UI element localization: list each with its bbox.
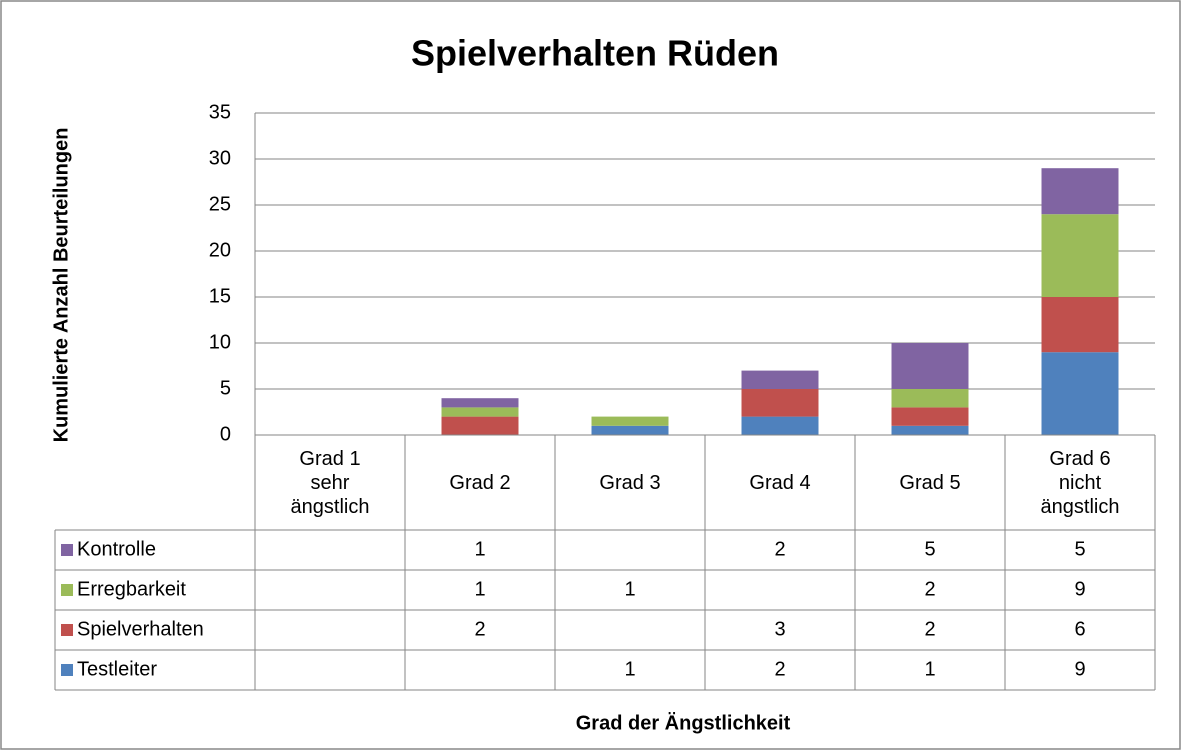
bar-segment [891,343,969,389]
y-tick-label: 25 [209,193,231,215]
x-axis-title: Grad der Ängstlichkeit [576,711,791,734]
bar-segment [441,407,519,417]
table-value: 1 [624,658,635,680]
table-value: 1 [924,658,935,680]
y-tick-label: 15 [209,285,231,307]
bar-segment [891,425,969,435]
table-value: 1 [474,538,485,560]
bar-segment [1041,168,1119,215]
bar-segment [741,416,819,435]
table-value: 1 [624,578,635,600]
bar-segment [441,416,519,435]
y-tick-label: 5 [220,377,231,399]
x-tick-label: Grad 2 [449,471,511,494]
bar-segment [591,425,669,435]
table-value: 9 [1074,658,1085,680]
y-tick-label: 10 [209,331,231,353]
legend-swatch [61,544,73,556]
table-value: 2 [924,618,935,640]
legend-label: Spielverhalten [77,618,204,640]
bar-segment [891,407,969,426]
x-tick-label: Grad 5 [899,471,961,494]
y-axis-title: Kumulierte Anzahl Beurteilungen [50,128,72,443]
table-value: 3 [774,618,785,640]
bar-segment [741,370,819,389]
legend-label: Erregbarkeit [77,578,186,600]
table-value: 2 [924,578,935,600]
table-value: 6 [1074,618,1085,640]
y-tick-label: 30 [209,147,231,169]
x-tick-label: Grad 6 nicht ängstlich [1040,447,1120,518]
bar-segment [1041,352,1119,435]
bar-segment [891,389,969,408]
bar-segment [441,398,519,408]
chart-title: Spielverhalten Rüden [411,33,779,74]
y-tick-label: 0 [220,423,231,445]
table-value: 2 [474,618,485,640]
table-value: 2 [774,538,785,560]
x-tick-label: Grad 1 sehr ängstlich [290,447,370,518]
legend-swatch [61,624,73,636]
legend-swatch [61,584,73,596]
x-tick-label: Grad 3 [599,471,661,494]
legend-swatch [61,664,73,676]
table-value: 1 [474,578,485,600]
y-tick-label: 35 [209,101,231,123]
table-value: 2 [774,658,785,680]
legend-label: Kontrolle [77,538,156,560]
table-value: 5 [1074,538,1085,560]
bar-segment [1041,297,1119,353]
table-value: 5 [924,538,935,560]
table-value: 9 [1074,578,1085,600]
bar-segment [1041,214,1119,297]
x-tick-label: Grad 4 [749,471,811,494]
bar-segment [591,416,669,426]
legend-label: Testleiter [77,658,157,680]
bar-segment [741,389,819,417]
y-tick-label: 20 [209,239,231,261]
